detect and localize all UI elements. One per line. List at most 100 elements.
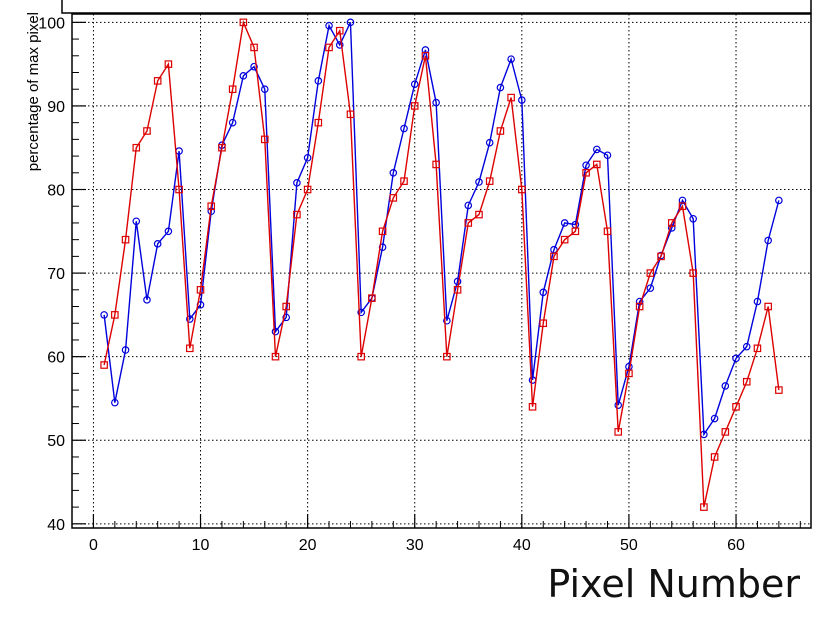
data-point (657, 252, 665, 261)
data-point (121, 235, 130, 244)
data-point (689, 214, 697, 223)
data-point (389, 168, 398, 177)
data-point (357, 308, 365, 317)
data-point (325, 21, 333, 30)
x-tick-labels: 0 10 20 30 40 50 60 (89, 537, 745, 554)
data-point (368, 294, 376, 302)
plot-frame (71, 13, 812, 529)
data-point (550, 252, 558, 261)
data-point (260, 135, 269, 144)
data-point (464, 219, 473, 227)
x-tick-label: 0 (89, 537, 98, 554)
series-2 (100, 18, 783, 511)
data-point (164, 60, 173, 68)
data-point (560, 235, 569, 244)
data-point (614, 401, 623, 409)
data-point (271, 327, 280, 336)
data-point (475, 210, 483, 219)
data-point (742, 342, 751, 351)
data-point (228, 85, 237, 94)
series-layer (100, 18, 783, 511)
data-point (207, 202, 216, 211)
y-tick-label: 60 (47, 350, 65, 367)
grid-lines (72, 14, 811, 528)
data-point (132, 143, 141, 152)
data-point (485, 138, 494, 147)
series-line (103, 19, 780, 508)
data-point (560, 219, 569, 227)
y-tick-labels: 40 50 60 70 80 90 100 (38, 15, 65, 533)
data-point (325, 43, 333, 52)
data-point (153, 77, 162, 85)
data-point (732, 403, 740, 411)
data-point (700, 503, 708, 511)
data-point (582, 161, 590, 170)
data-point (250, 62, 258, 71)
data-point (635, 302, 644, 311)
data-point (346, 110, 355, 119)
data-point (603, 227, 612, 236)
data-point (732, 354, 740, 363)
data-point (400, 177, 408, 185)
x-axis-title: Pixel Number (547, 562, 800, 606)
data-point (775, 386, 783, 394)
data-point (678, 202, 687, 211)
data-point (443, 316, 451, 325)
data-point (121, 346, 130, 354)
data-point (357, 352, 365, 361)
data-point (667, 219, 676, 227)
x-tick-label: 30 (406, 537, 424, 554)
data-point (282, 313, 291, 322)
data-point (614, 428, 623, 436)
data-point (410, 80, 419, 89)
data-point (143, 296, 151, 304)
data-point (378, 227, 387, 236)
data-point (218, 143, 226, 152)
data-point (453, 286, 462, 294)
data-point (518, 96, 526, 104)
x-tick-label: 10 (192, 537, 210, 554)
top-panel-edge (61, 0, 812, 14)
x-tick-label: 60 (727, 537, 745, 554)
data-point (464, 201, 473, 210)
axis-ticks (72, 21, 801, 528)
data-point (293, 179, 301, 187)
data-point (432, 160, 440, 169)
data-point (496, 83, 505, 92)
data-point (742, 377, 751, 386)
data-point (153, 240, 162, 248)
data-point (271, 352, 280, 361)
data-point (592, 160, 601, 169)
data-point (753, 344, 762, 353)
data-point (646, 284, 655, 292)
y-tick-label: 40 (47, 517, 65, 534)
data-point (389, 194, 398, 202)
data-point (753, 297, 762, 306)
data-point (100, 311, 108, 319)
data-point (111, 398, 119, 407)
data-point (100, 361, 108, 369)
data-point (432, 98, 440, 107)
data-point (314, 118, 323, 127)
data-point (111, 311, 119, 319)
data-point (335, 41, 344, 49)
data-point (239, 72, 248, 80)
data-point (293, 210, 301, 219)
data-point (186, 344, 194, 353)
data-point (282, 302, 291, 311)
data-point (496, 127, 505, 135)
y-tick-label: 80 (47, 183, 65, 200)
data-point (485, 177, 494, 185)
data-point (592, 145, 601, 154)
data-point (539, 319, 548, 328)
data-point (303, 153, 312, 162)
data-point (539, 288, 548, 297)
data-point (186, 315, 194, 323)
data-point (518, 185, 526, 194)
data-point (764, 236, 772, 245)
data-point (175, 185, 183, 194)
data-point (453, 277, 462, 286)
data-point (625, 369, 633, 378)
